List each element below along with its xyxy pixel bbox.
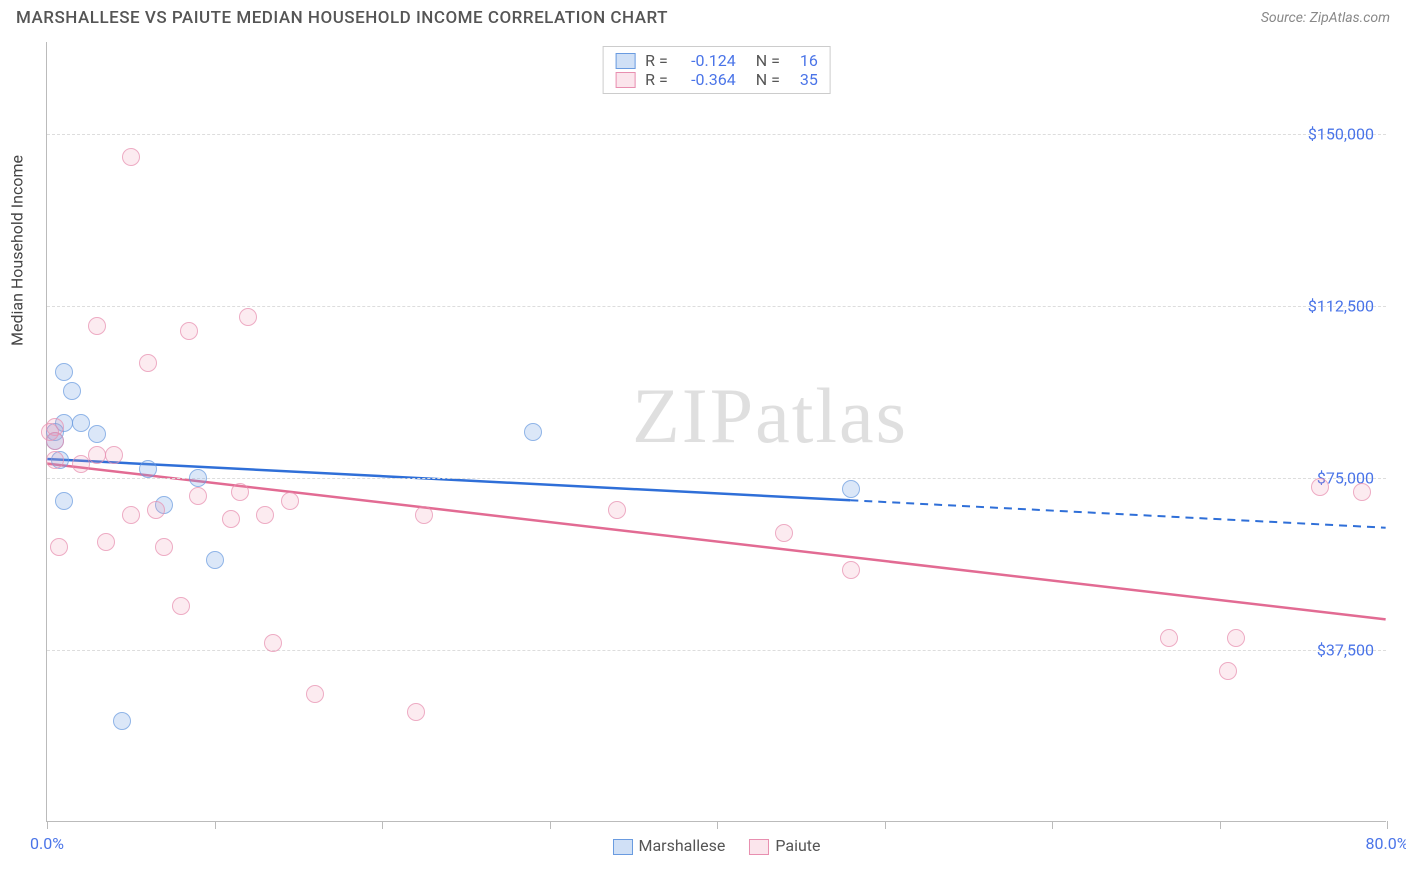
data-point: [775, 524, 793, 542]
data-point: [189, 487, 207, 505]
legend-stats-row: R = -0.124 N = 16: [615, 51, 818, 70]
data-point: [72, 455, 90, 473]
data-point: [281, 492, 299, 510]
chart-header: MARSHALLESE VS PAIUTE MEDIAN HOUSEHOLD I…: [0, 0, 1406, 32]
data-point: [407, 703, 425, 721]
legend-swatch: [615, 53, 635, 69]
data-point: [1219, 662, 1237, 680]
data-point: [46, 451, 64, 469]
x-tick: [1220, 821, 1221, 829]
legend-stats: R = -0.124 N = 16 R = -0.364 N = 35: [602, 46, 831, 94]
data-point: [306, 685, 324, 703]
data-point: [206, 551, 224, 569]
data-point: [55, 492, 73, 510]
y-tick-label: $150,000: [1308, 124, 1374, 143]
trend-line-solid: [47, 459, 850, 500]
watermark-zip: ZIP: [632, 372, 755, 459]
gridline: [47, 306, 1386, 307]
x-tick: [47, 821, 48, 829]
data-point: [1353, 483, 1371, 501]
chart-source: Source: ZipAtlas.com: [1261, 10, 1390, 26]
chart-plot-area: Median Household Income ZIPatlas R =-0.1…: [46, 42, 1386, 822]
data-point: [72, 414, 90, 432]
data-point: [122, 506, 140, 524]
data-point: [97, 533, 115, 551]
data-point: [155, 538, 173, 556]
y-tick-label: $112,500: [1308, 296, 1374, 315]
gridline: [47, 478, 1386, 479]
legend-series-item: Marshallese: [612, 836, 725, 855]
x-tick: [1387, 821, 1388, 829]
data-point: [63, 382, 81, 400]
data-point: [139, 460, 157, 478]
data-point: [231, 483, 249, 501]
data-point: [113, 712, 131, 730]
r-label: R =: [645, 51, 668, 70]
legend-swatch: [612, 839, 632, 855]
x-tick: [215, 821, 216, 829]
y-tick-label: $37,500: [1317, 640, 1374, 659]
x-tick: [382, 821, 383, 829]
x-tick: [1052, 821, 1053, 829]
data-point: [1227, 629, 1245, 647]
r-label: R =: [645, 70, 668, 89]
data-point: [608, 501, 626, 519]
data-point: [50, 538, 68, 556]
x-tick: [885, 821, 886, 829]
chart-title: MARSHALLESE VS PAIUTE MEDIAN HOUSEHOLD I…: [16, 8, 668, 28]
x-tick-label: 80.0%: [1366, 834, 1406, 853]
x-tick-label: 0.0%: [30, 834, 64, 853]
data-point: [222, 510, 240, 528]
data-point: [415, 506, 433, 524]
data-point: [524, 423, 542, 441]
trend-line-solid: [47, 464, 1385, 620]
n-label: N =: [756, 70, 780, 89]
y-axis-title: Median Household Income: [8, 155, 27, 346]
watermark: ZIPatlas: [632, 371, 908, 461]
legend-series-item: Paiute: [749, 836, 820, 855]
data-point: [172, 597, 190, 615]
data-point: [139, 354, 157, 372]
r-value: -0.124: [678, 51, 736, 70]
data-point: [105, 446, 123, 464]
trend-lines-svg: [47, 42, 1386, 821]
gridline: [47, 134, 1386, 135]
legend-series: Marshallese Paiute: [612, 836, 820, 855]
n-value: 35: [790, 70, 818, 89]
data-point: [180, 322, 198, 340]
data-point: [842, 480, 860, 498]
data-point: [189, 469, 207, 487]
data-point: [1311, 478, 1329, 496]
data-point: [842, 561, 860, 579]
data-point: [88, 446, 106, 464]
data-point: [88, 425, 106, 443]
data-point: [1160, 629, 1178, 647]
x-tick: [550, 821, 551, 829]
data-point: [41, 423, 59, 441]
data-point: [147, 501, 165, 519]
n-label: N =: [756, 51, 780, 70]
data-point: [55, 363, 73, 381]
data-point: [239, 308, 257, 326]
r-value: -0.364: [678, 70, 736, 89]
x-tick: [717, 821, 718, 829]
n-value: 16: [790, 51, 818, 70]
gridline: [47, 650, 1386, 651]
watermark-atlas: atlas: [755, 372, 908, 459]
legend-swatch: [749, 839, 769, 855]
data-point: [88, 317, 106, 335]
legend-stats-row: R = -0.364 N = 35: [615, 70, 818, 89]
data-point: [256, 506, 274, 524]
data-point: [264, 634, 282, 652]
trend-line-dashed: [850, 500, 1385, 527]
data-point: [122, 148, 140, 166]
legend-swatch: [615, 72, 635, 88]
